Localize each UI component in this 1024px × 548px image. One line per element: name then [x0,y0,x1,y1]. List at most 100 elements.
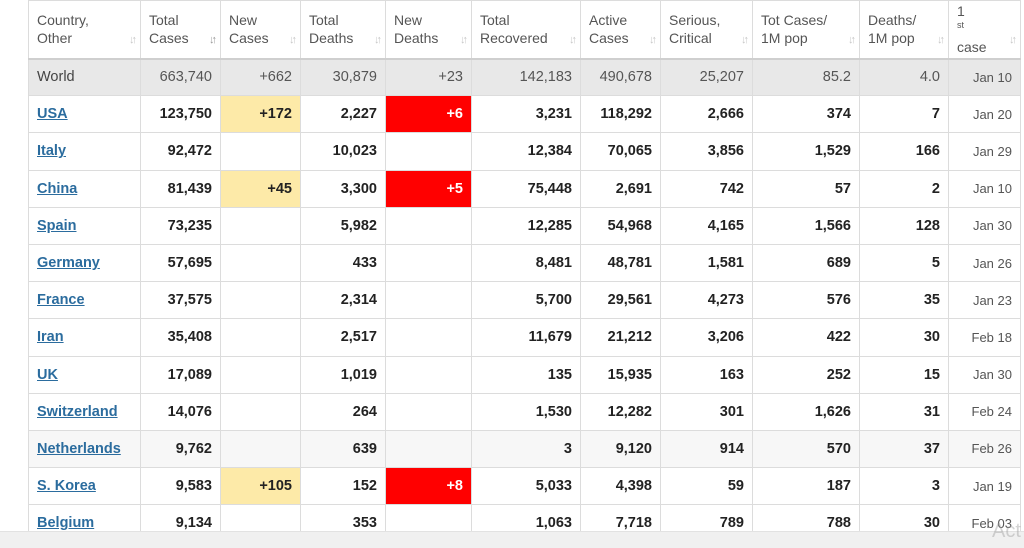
total-recovered-cell: 135 [471,355,581,394]
column-header-deaths-per-1m[interactable]: Deaths/1M pop ↓↑ [859,0,949,60]
column-header-new-cases[interactable]: New Cases ↓↑ [220,0,301,60]
column-header-serious-critical[interactable]: Serious, Critical ↓↑ [660,0,753,60]
column-header-label: Other [37,30,73,47]
total-deaths-cell: 433 [300,243,386,283]
column-header-total-deaths[interactable]: Total Deaths ↓↑ [300,0,386,60]
serious-critical-cell: 163 [660,355,753,394]
total-deaths-cell: 2,314 [300,281,386,320]
first-case-cell: Jan 23 [948,281,1021,320]
new-deaths-cell: +6 [385,95,472,134]
table-row: Spain 73,235 5,982 12,285 54,968 4,165 1,566 12… [28,206,1021,245]
new-cases-cell: +105 [220,467,301,506]
world-tot-cases-per-1m: 85.2 [752,57,860,97]
tot-cases-per-1m-cell: 689 [752,243,860,283]
column-header-tot-cases-per-1m[interactable]: Tot Cases/1M pop ↓↑ [752,0,860,60]
deaths-per-1m-cell: 35 [859,281,949,320]
country-cell: USA [28,95,141,134]
sort-arrows-icon[interactable]: ↓↑ [649,33,657,46]
tot-cases-per-1m-cell: 1,529 [752,132,860,171]
country-link[interactable]: UK [37,366,58,383]
new-deaths-cell [385,281,472,320]
country-link[interactable]: Netherlands [37,440,121,457]
tot-cases-per-1m-cell: 252 [752,355,860,394]
country-link[interactable]: Switzerland [37,403,118,420]
country-link[interactable]: China [37,180,78,197]
country-link[interactable]: S. Korea [37,478,96,495]
table-row: Germany 57,695 433 8,481 48,781 1,581 689 5 Jan … [28,243,1021,283]
country-link[interactable]: USA [37,106,68,123]
new-cases-cell [220,429,301,469]
serious-critical-cell: 4,165 [660,206,753,245]
sort-arrows-icon[interactable]: ↓↑ [1009,33,1017,46]
world-serious-critical: 25,207 [660,57,753,97]
sort-arrows-icon[interactable]: ↓↑ [374,33,382,46]
new-deaths-cell [385,318,472,357]
first-case-cell: Jan 26 [948,243,1021,283]
country-cell: Germany [28,243,141,283]
sort-arrows-icon[interactable]: ↓↑ [741,33,749,46]
deaths-per-1m-cell: 30 [859,318,949,357]
column-header-label: Active [589,12,628,29]
total-recovered-cell: 11,679 [471,318,581,357]
active-cases-cell: 54,968 [580,206,661,245]
country-link[interactable]: Belgium [37,515,95,532]
sort-arrows-icon[interactable]: ↓↑ [569,33,577,46]
world-first-case: Jan 10 [948,57,1021,97]
column-header-active-cases[interactable]: Active Cases ↓↑ [580,0,661,60]
new-deaths-cell [385,355,472,394]
serious-critical-cell: 1,581 [660,243,753,283]
table-row: Switzerland 14,076 264 1,530 12,282 301 1,626 3… [28,392,1021,431]
active-cases-cell: 48,781 [580,243,661,283]
column-header-label: Cases [589,30,629,47]
serious-critical-cell: 742 [660,169,753,208]
sort-arrows-icon[interactable]: ↓↑ [289,33,297,46]
deaths-per-1m-cell: 15 [859,355,949,394]
column-header-label: Recovered [480,30,548,47]
country-link[interactable]: Iran [37,329,64,346]
new-cases-cell: +45 [220,169,301,208]
sort-descending-icon[interactable]: ↓↑ [209,33,217,46]
browser-bottom-bar [0,531,1024,548]
table-row: S. Korea 9,583 +105 152 +8 5,033 4,398 59 187 3 Ja… [28,467,1021,506]
column-header-country[interactable]: Country, Other ↓↑ [28,0,141,60]
first-case-cell: Jan 30 [948,206,1021,245]
new-deaths-cell [385,132,472,171]
total-recovered-cell: 3 [471,429,581,469]
total-cases-cell: 81,439 [140,169,221,208]
total-deaths-cell: 2,227 [300,95,386,134]
table-row: China 81,439 +45 3,300 +5 75,448 2,691 742 57 2 Ja… [28,169,1021,208]
country-link[interactable]: Germany [37,255,100,272]
tot-cases-per-1m-cell: 374 [752,95,860,134]
sort-arrows-icon[interactable]: ↓↑ [848,33,856,46]
world-label: World [28,57,141,97]
country-link[interactable]: Spain [37,217,77,234]
column-header-total-recovered[interactable]: Total Recovered ↓↑ [471,0,581,60]
sort-arrows-icon[interactable]: ↓↑ [937,33,945,46]
active-cases-cell: 15,935 [580,355,661,394]
total-cases-cell: 92,472 [140,132,221,171]
column-header-label: case [957,39,987,56]
total-deaths-cell: 1,019 [300,355,386,394]
total-cases-cell: 9,583 [140,467,221,506]
total-deaths-cell: 639 [300,429,386,469]
country-cell: China [28,169,141,208]
country-cell: UK [28,355,141,394]
active-cases-cell: 2,691 [580,169,661,208]
country-link[interactable]: France [37,292,85,309]
country-cell: Iran [28,318,141,357]
serious-critical-cell: 59 [660,467,753,506]
total-deaths-cell: 264 [300,392,386,431]
table-row: Netherlands 9,762 639 3 9,120 914 570 37 Feb 26 [28,429,1021,469]
total-recovered-cell: 12,285 [471,206,581,245]
total-cases-cell: 37,575 [140,281,221,320]
column-header-new-deaths[interactable]: New Deaths ↓↑ [385,0,472,60]
country-link[interactable]: Italy [37,143,67,160]
column-header-total-cases[interactable]: Total Cases ↓↑ [140,0,221,60]
country-cell: Switzerland [28,392,141,431]
tot-cases-per-1m-cell: 1,626 [752,392,860,431]
sort-arrows-icon[interactable]: ↓↑ [460,33,468,46]
sort-arrows-icon[interactable]: ↓↑ [129,33,137,46]
world-new-deaths: +23 [385,57,472,97]
country-cell: Spain [28,206,141,245]
